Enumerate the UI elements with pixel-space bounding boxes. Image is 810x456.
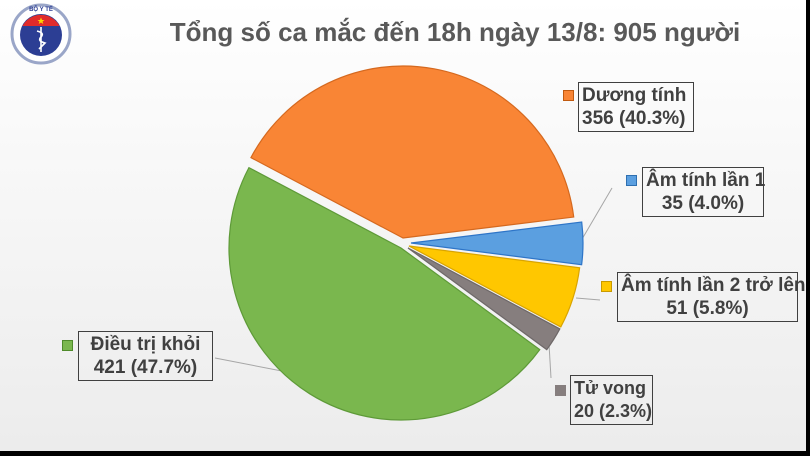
leader-line [577, 187, 613, 247]
chart-title: Tổng số ca mắc đến 18h ngày 13/8: 905 ng… [169, 17, 741, 47]
legend-swatch-negative-once [626, 175, 637, 186]
data-label-deaths: Tử vong 20 (2.3%) [570, 375, 653, 425]
data-label-negative-once: Âm tính lần 1 35 (4.0%) [642, 167, 765, 217]
svg-text:BỘ Y TẾ: BỘ Y TẾ [29, 5, 53, 13]
data-label-recovered: Điều trị khỏi 421 (47.7%) [78, 331, 213, 381]
leader-line [548, 343, 552, 379]
ministry-of-health-logo-icon: BỘ Y TẾ [10, 3, 72, 65]
pie-slice-positive [250, 65, 575, 239]
leader-line [575, 297, 601, 301]
legend-swatch-deaths [555, 385, 566, 396]
data-label-negative-twice-plus: Âm tính lần 2 trở lên 51 (5.8%) [617, 272, 806, 322]
pie-slice-deaths [407, 247, 561, 351]
legend-swatch-positive [563, 90, 574, 101]
data-label-positive: Dương tính 356 (40.3%) [578, 82, 694, 132]
pie-slice-negative-once [410, 221, 584, 266]
pie-slice-negative-twice-plus [408, 245, 581, 328]
legend-swatch-negative-twice-plus [601, 281, 612, 292]
legend-swatch-recovered [62, 340, 73, 351]
pie-slice-recovered [228, 166, 541, 421]
